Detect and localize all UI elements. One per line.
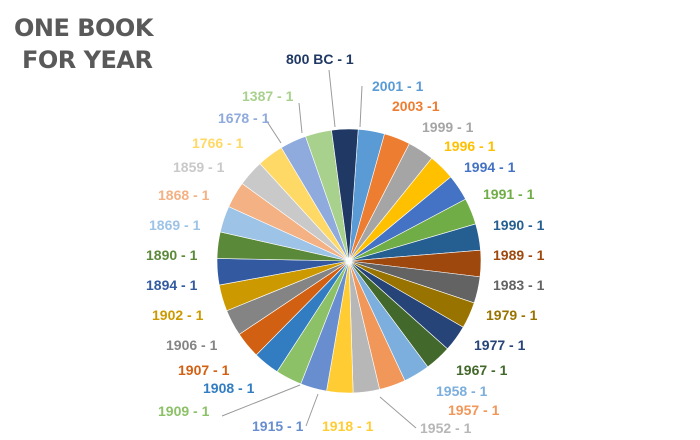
leader-line: [305, 393, 319, 427]
data-label-1678: 1678 - 1: [218, 110, 270, 126]
data-label-1890: 1890 - 1: [146, 247, 198, 263]
pie-slice-800-bc: [331, 128, 359, 262]
data-label-2001: 2001 - 1: [372, 78, 424, 94]
data-label-1977: 1977 - 1: [474, 337, 526, 353]
data-label-1989: 1989 - 1: [493, 247, 545, 263]
data-label-1999: 1999 - 1: [422, 119, 474, 135]
data-label-1967: 1967 - 1: [456, 362, 508, 378]
leader-line: [359, 85, 363, 128]
data-label-800-bc: 800 BC - 1: [286, 51, 354, 67]
data-label-1859: 1859 - 1: [173, 159, 225, 175]
data-label-1909: 1909 - 1: [158, 403, 210, 419]
data-label-1908: 1908 - 1: [203, 380, 255, 396]
leader-line: [265, 119, 282, 144]
data-label-1983: 1983 - 1: [493, 277, 545, 293]
chart-title-line-1: ONE BOOK: [14, 14, 153, 42]
leader-line: [328, 69, 336, 128]
data-label-1868: 1868 - 1: [158, 187, 210, 203]
data-label-1387: 1387 - 1: [242, 88, 294, 104]
label-leader-lines: [221, 69, 417, 429]
data-label-1894: 1894 - 1: [146, 277, 198, 293]
data-label-1907: 1907 - 1: [178, 362, 230, 378]
data-label-2003: 2003 -1: [392, 98, 440, 114]
data-label-1906: 1906 - 1: [166, 337, 218, 353]
data-label-1979: 1979 - 1: [486, 307, 538, 323]
data-label-1952: 1952 - 1: [420, 420, 472, 436]
data-label-1996: 1996 - 1: [444, 138, 496, 154]
leader-line: [221, 384, 301, 417]
data-label-1918: 1918 - 1: [322, 418, 374, 434]
data-label-1990: 1990 - 1: [493, 217, 545, 233]
data-label-1766: 1766 - 1: [192, 135, 244, 151]
chart-title-line-2: FOR YEAR: [22, 46, 153, 74]
leader-line: [379, 396, 417, 429]
data-labels: 2001 - 1 2003 -1 1999 - 1 1996 - 1 1994 - 1 1…: [146, 51, 545, 436]
data-label-1994: 1994 - 1: [464, 159, 516, 175]
data-label-1958: 1958 - 1: [436, 383, 488, 399]
data-label-1957: 1957 - 1: [448, 402, 500, 418]
data-label-1869: 1869 - 1: [149, 217, 201, 233]
data-label-1902: 1902 - 1: [152, 307, 204, 323]
data-label-1915: 1915 - 1: [252, 418, 304, 434]
data-label-1991: 1991 - 1: [483, 186, 535, 202]
leader-line: [298, 102, 303, 134]
pie-slices: [216, 128, 482, 394]
